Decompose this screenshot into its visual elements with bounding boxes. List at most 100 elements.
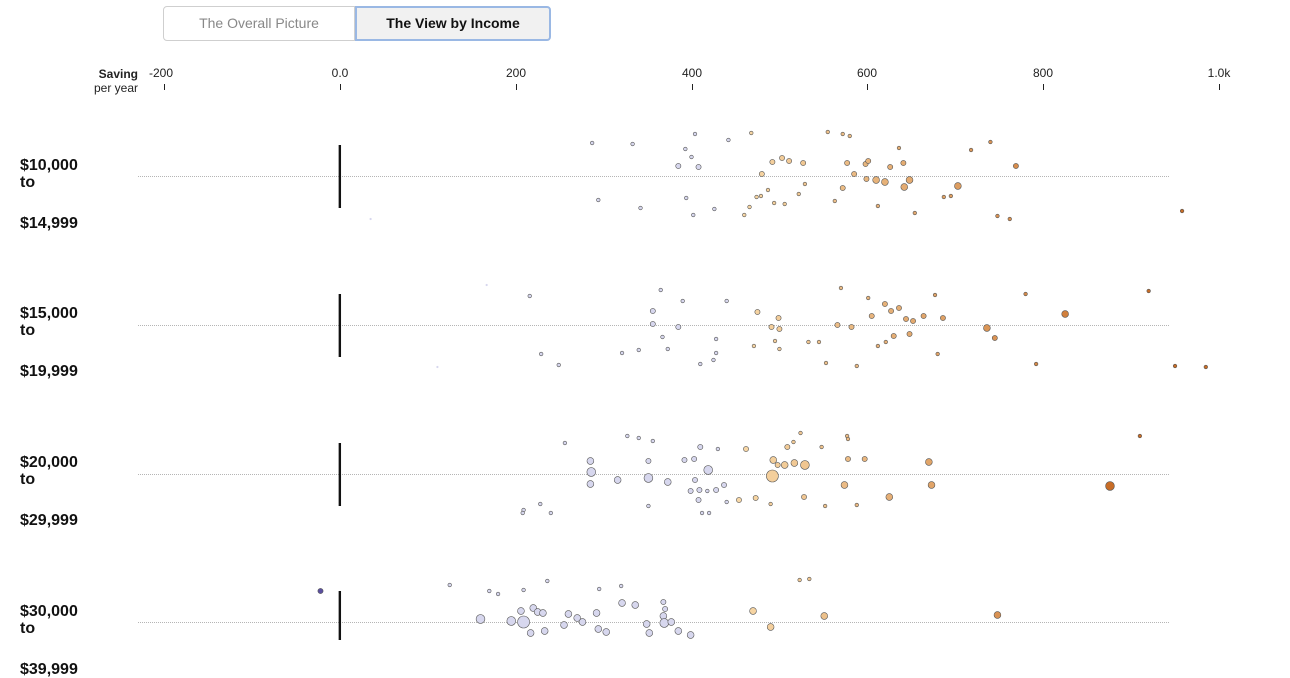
data-point: [801, 494, 807, 500]
data-point: [665, 346, 670, 352]
x-tick-mark: [1219, 84, 1220, 90]
data-point: [681, 457, 688, 463]
data-point: [816, 339, 822, 345]
data-point: [834, 322, 841, 328]
data-point: [798, 430, 803, 436]
data-point: [838, 285, 844, 291]
income-range-low: $30,000: [20, 603, 78, 620]
data-point: [932, 292, 938, 298]
data-point: [642, 620, 651, 628]
data-point: [594, 625, 603, 633]
data-point: [988, 139, 993, 145]
income-range-to: to: [20, 620, 36, 637]
data-point: [774, 462, 781, 468]
data-point: [613, 476, 622, 484]
x-tick-label-1000: 1.0k: [1207, 66, 1231, 80]
data-point: [680, 298, 685, 304]
data-point: [769, 159, 776, 165]
data-point: [865, 158, 872, 164]
data-point: [724, 298, 729, 304]
data-point: [658, 287, 663, 293]
data-point: [832, 198, 837, 204]
data-point: [940, 315, 946, 321]
data-point: [636, 347, 641, 353]
data-point: [317, 588, 324, 594]
data-point: [711, 357, 716, 363]
data-point: [692, 477, 698, 483]
data-point: [475, 614, 486, 624]
data-point: [758, 193, 764, 199]
data-point: [927, 481, 936, 489]
data-point: [780, 461, 789, 469]
data-point: [699, 510, 705, 516]
data-point: [991, 335, 998, 341]
data-point: [848, 324, 855, 330]
data-point: [538, 501, 543, 507]
data-point: [772, 200, 777, 206]
data-point: [636, 435, 641, 441]
data-point: [800, 160, 807, 166]
data-point: [696, 487, 703, 493]
data-point: [539, 351, 544, 357]
data-point: [564, 610, 573, 618]
x-axis-title-line2: per year: [93, 81, 138, 95]
data-point: [521, 587, 526, 593]
data-point: [592, 609, 601, 617]
data-point: [638, 205, 643, 211]
tab-view-by-income[interactable]: The View by Income: [355, 6, 551, 41]
data-point: [573, 614, 581, 622]
income-range-to: to: [20, 471, 36, 488]
beeswarm-plot: [138, 129, 1208, 640]
data-point: [820, 612, 828, 620]
income-range-high: $19,999: [20, 363, 78, 380]
data-point: [695, 164, 702, 170]
data-point: [545, 578, 550, 584]
data-point: [631, 601, 639, 609]
data-point: [1007, 216, 1012, 222]
data-point: [714, 336, 719, 342]
data-point: [714, 350, 719, 356]
income-range-low: $20,000: [20, 454, 78, 471]
data-point: [825, 129, 830, 135]
data-point: [743, 446, 749, 452]
data-point: [806, 339, 811, 345]
data-point: [863, 176, 870, 182]
data-point: [844, 160, 851, 166]
data-point: [660, 599, 667, 605]
data-point: [556, 362, 561, 368]
data-point: [775, 315, 782, 321]
data-point: [912, 210, 917, 216]
data-point: [1172, 363, 1178, 369]
data-point: [881, 178, 889, 186]
x-tick-mark: [867, 84, 868, 90]
data-point: [687, 488, 694, 494]
data-point: [1013, 163, 1019, 169]
data-point: [659, 612, 668, 620]
data-point: [487, 588, 492, 594]
income-group-label: $20,000 to $29,999: [20, 454, 78, 529]
data-point: [520, 510, 525, 516]
data-point: [847, 133, 852, 139]
data-point: [562, 440, 568, 446]
data-point: [885, 493, 894, 501]
data-point: [768, 501, 773, 507]
data-point: [797, 577, 802, 583]
data-point: [659, 618, 669, 628]
data-point: [675, 163, 682, 169]
tab-overall-picture[interactable]: The Overall Picture: [163, 6, 355, 41]
data-point: [779, 155, 785, 161]
view-toggle: The Overall Picture The View by Income: [163, 6, 551, 41]
x-axis-title: Saving per year: [94, 67, 138, 95]
data-point: [845, 436, 851, 442]
x-tick-label-800: 800: [1032, 66, 1054, 80]
data-point: [903, 316, 909, 322]
data-point: [995, 213, 1000, 219]
data-point: [703, 465, 713, 475]
data-point: [866, 295, 871, 301]
data-point: [618, 599, 626, 607]
data-point: [548, 510, 553, 516]
data-point: [645, 629, 653, 637]
data-point: [882, 301, 888, 307]
data-point: [948, 193, 953, 199]
data-point: [910, 318, 916, 324]
